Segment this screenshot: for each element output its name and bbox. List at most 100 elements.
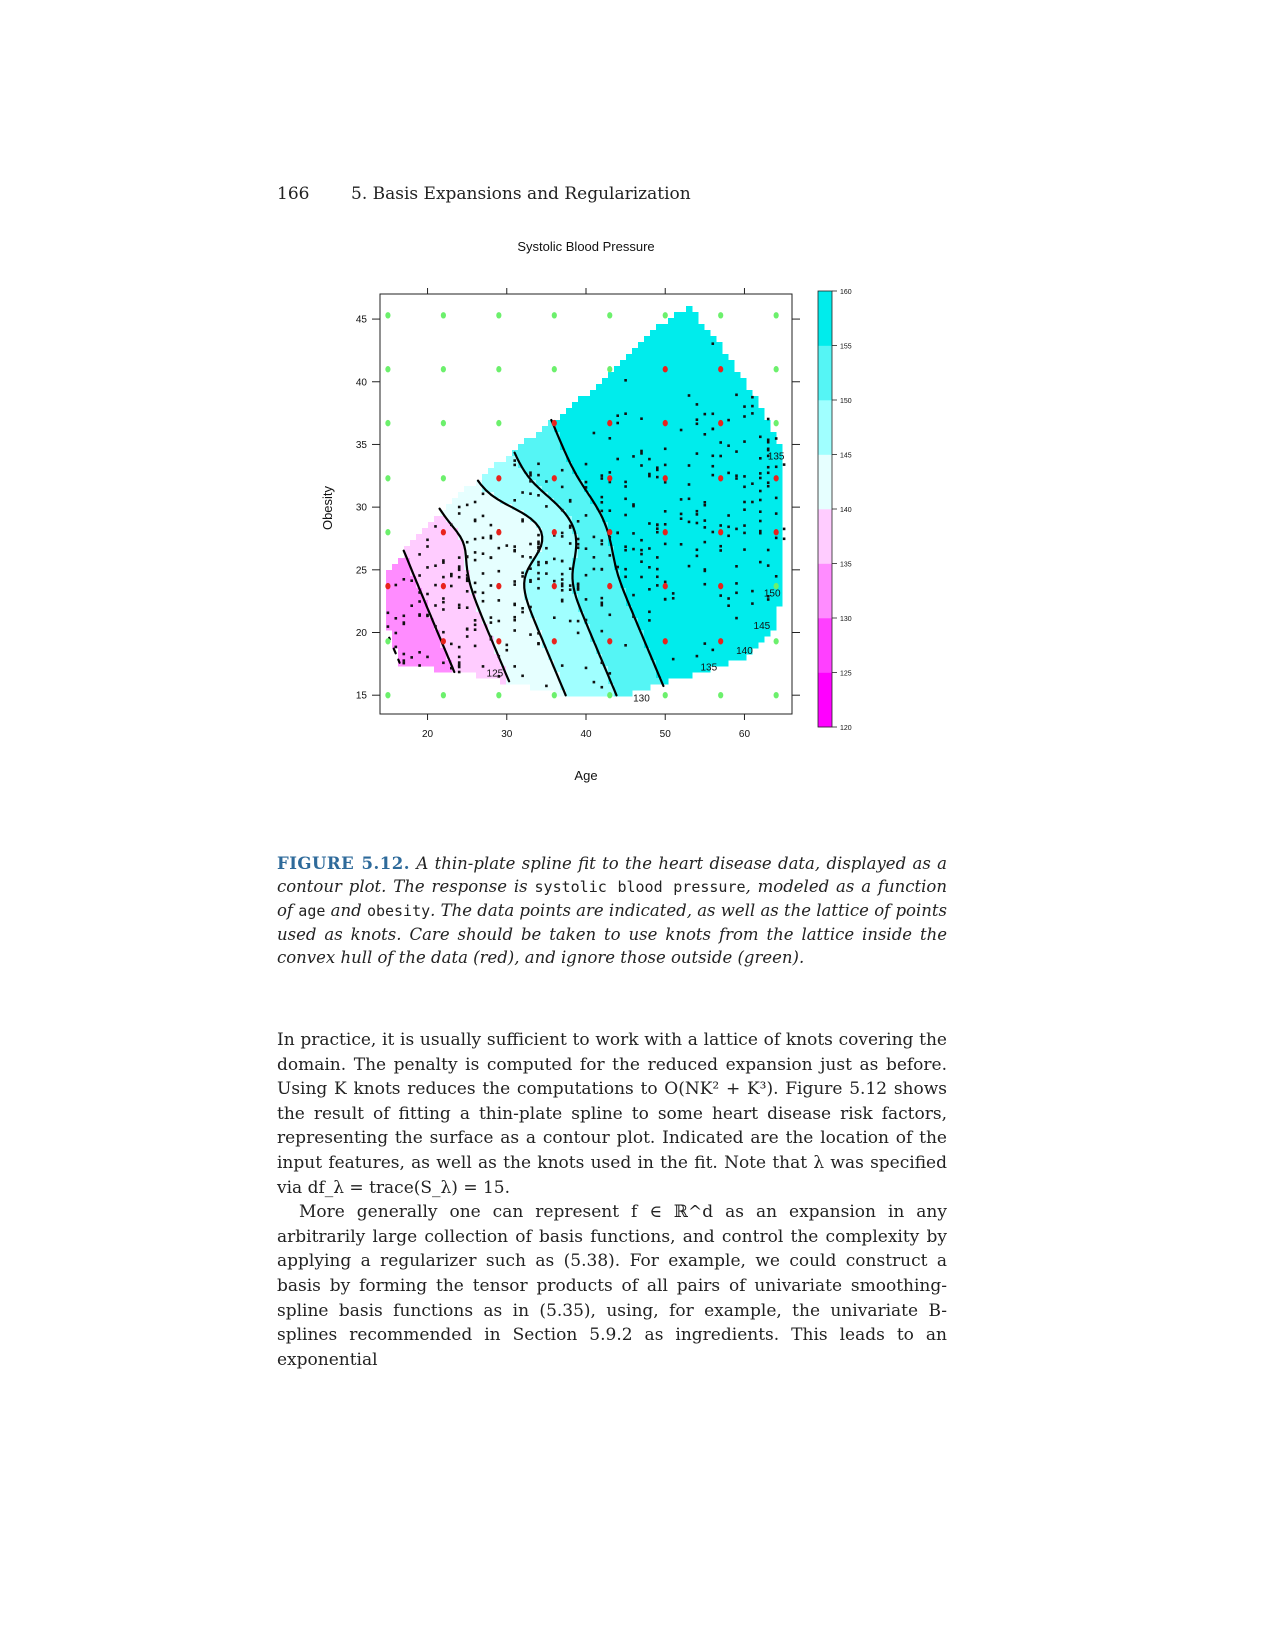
surface-cell <box>434 624 441 631</box>
data-point <box>513 603 516 607</box>
surface-cell <box>482 498 489 505</box>
surface-cell <box>674 648 681 655</box>
surface-cell <box>590 672 597 679</box>
surface-cell <box>554 486 561 493</box>
surface-cell <box>518 642 525 649</box>
surface-cell <box>566 570 573 577</box>
data-point <box>473 644 477 648</box>
surface-cell <box>692 522 699 529</box>
surface-cell <box>590 564 597 571</box>
surface-cell <box>740 516 747 523</box>
surface-cell <box>500 660 507 667</box>
surface-cell <box>626 426 633 433</box>
surface-cell <box>398 576 405 583</box>
surface-cell <box>428 654 435 661</box>
surface-cell <box>752 588 759 595</box>
surface-cell <box>722 408 729 415</box>
surface-cell <box>686 498 693 505</box>
surface-cell <box>734 528 741 535</box>
surface-cell <box>776 498 783 505</box>
surface-cell <box>740 654 747 661</box>
surface-cell <box>638 372 645 379</box>
data-point <box>648 619 651 622</box>
surface-cell <box>530 552 537 559</box>
surface-cell <box>626 630 633 637</box>
surface-cell <box>614 414 621 421</box>
data-point <box>457 505 461 509</box>
surface-cell <box>692 642 699 649</box>
surface-cell <box>458 570 465 577</box>
surface-cell <box>590 684 597 691</box>
surface-cell <box>626 468 633 475</box>
surface-cell <box>608 606 615 613</box>
surface-cell <box>668 360 675 367</box>
surface-cell <box>512 642 519 649</box>
surface-cell <box>584 636 591 643</box>
data-point <box>743 405 746 408</box>
surface-cell <box>734 396 741 403</box>
surface-cell <box>488 594 495 601</box>
surface-cell <box>410 660 417 667</box>
surface-cell <box>596 636 603 643</box>
knot-outside <box>385 475 391 482</box>
surface-cell <box>734 378 741 385</box>
surface-cell <box>668 444 675 451</box>
surface-cell <box>710 642 717 649</box>
surface-cell <box>662 588 669 595</box>
surface-cell <box>500 516 507 523</box>
surface-cell <box>740 588 747 595</box>
surface-cell <box>488 654 495 661</box>
colorbar-label: 120 <box>840 725 852 732</box>
surface-cell <box>770 480 777 487</box>
surface-cell <box>512 492 519 499</box>
surface-cell <box>554 474 561 481</box>
surface-cell <box>404 654 411 661</box>
surface-cell <box>470 546 477 553</box>
surface-cell <box>674 492 681 499</box>
surface-cell <box>428 540 435 547</box>
surface-cell <box>734 462 741 469</box>
surface-cell <box>656 462 663 469</box>
data-point <box>711 648 715 652</box>
surface-cell <box>464 624 471 631</box>
surface-cell <box>656 600 663 607</box>
surface-cell <box>590 600 597 607</box>
data-point <box>695 521 699 525</box>
surface-cell <box>608 660 615 667</box>
surface-cell <box>662 594 669 601</box>
surface-cell <box>668 540 675 547</box>
data-point <box>743 508 746 511</box>
surface-cell <box>518 546 525 553</box>
data-point <box>743 440 746 443</box>
colorbar-band <box>818 563 832 619</box>
data-point <box>473 518 477 522</box>
surface-cell <box>644 444 651 451</box>
surface-cell <box>758 624 765 631</box>
surface-cell <box>626 534 633 541</box>
surface-cell <box>590 408 597 415</box>
surface-cell <box>494 654 501 661</box>
surface-cell <box>446 522 453 529</box>
surface-cell <box>536 684 543 691</box>
surface-cell <box>404 612 411 619</box>
surface-cell <box>710 432 717 439</box>
surface-cell <box>686 354 693 361</box>
surface-cell <box>572 516 579 523</box>
surface-cell <box>746 498 753 505</box>
data-point <box>624 575 627 579</box>
data-point <box>568 500 572 503</box>
surface-cell <box>704 384 711 391</box>
data-point <box>759 472 762 475</box>
surface-cell <box>494 552 501 559</box>
surface-cell <box>644 564 651 571</box>
data-point <box>766 471 770 475</box>
data-point <box>774 437 778 440</box>
surface-cell <box>710 534 717 541</box>
surface-cell <box>704 372 711 379</box>
surface-cell <box>638 480 645 487</box>
surface-cell <box>776 522 783 529</box>
surface-cell <box>770 534 777 541</box>
surface-cell <box>590 462 597 469</box>
surface-cell <box>692 606 699 613</box>
surface-cell <box>758 582 765 589</box>
